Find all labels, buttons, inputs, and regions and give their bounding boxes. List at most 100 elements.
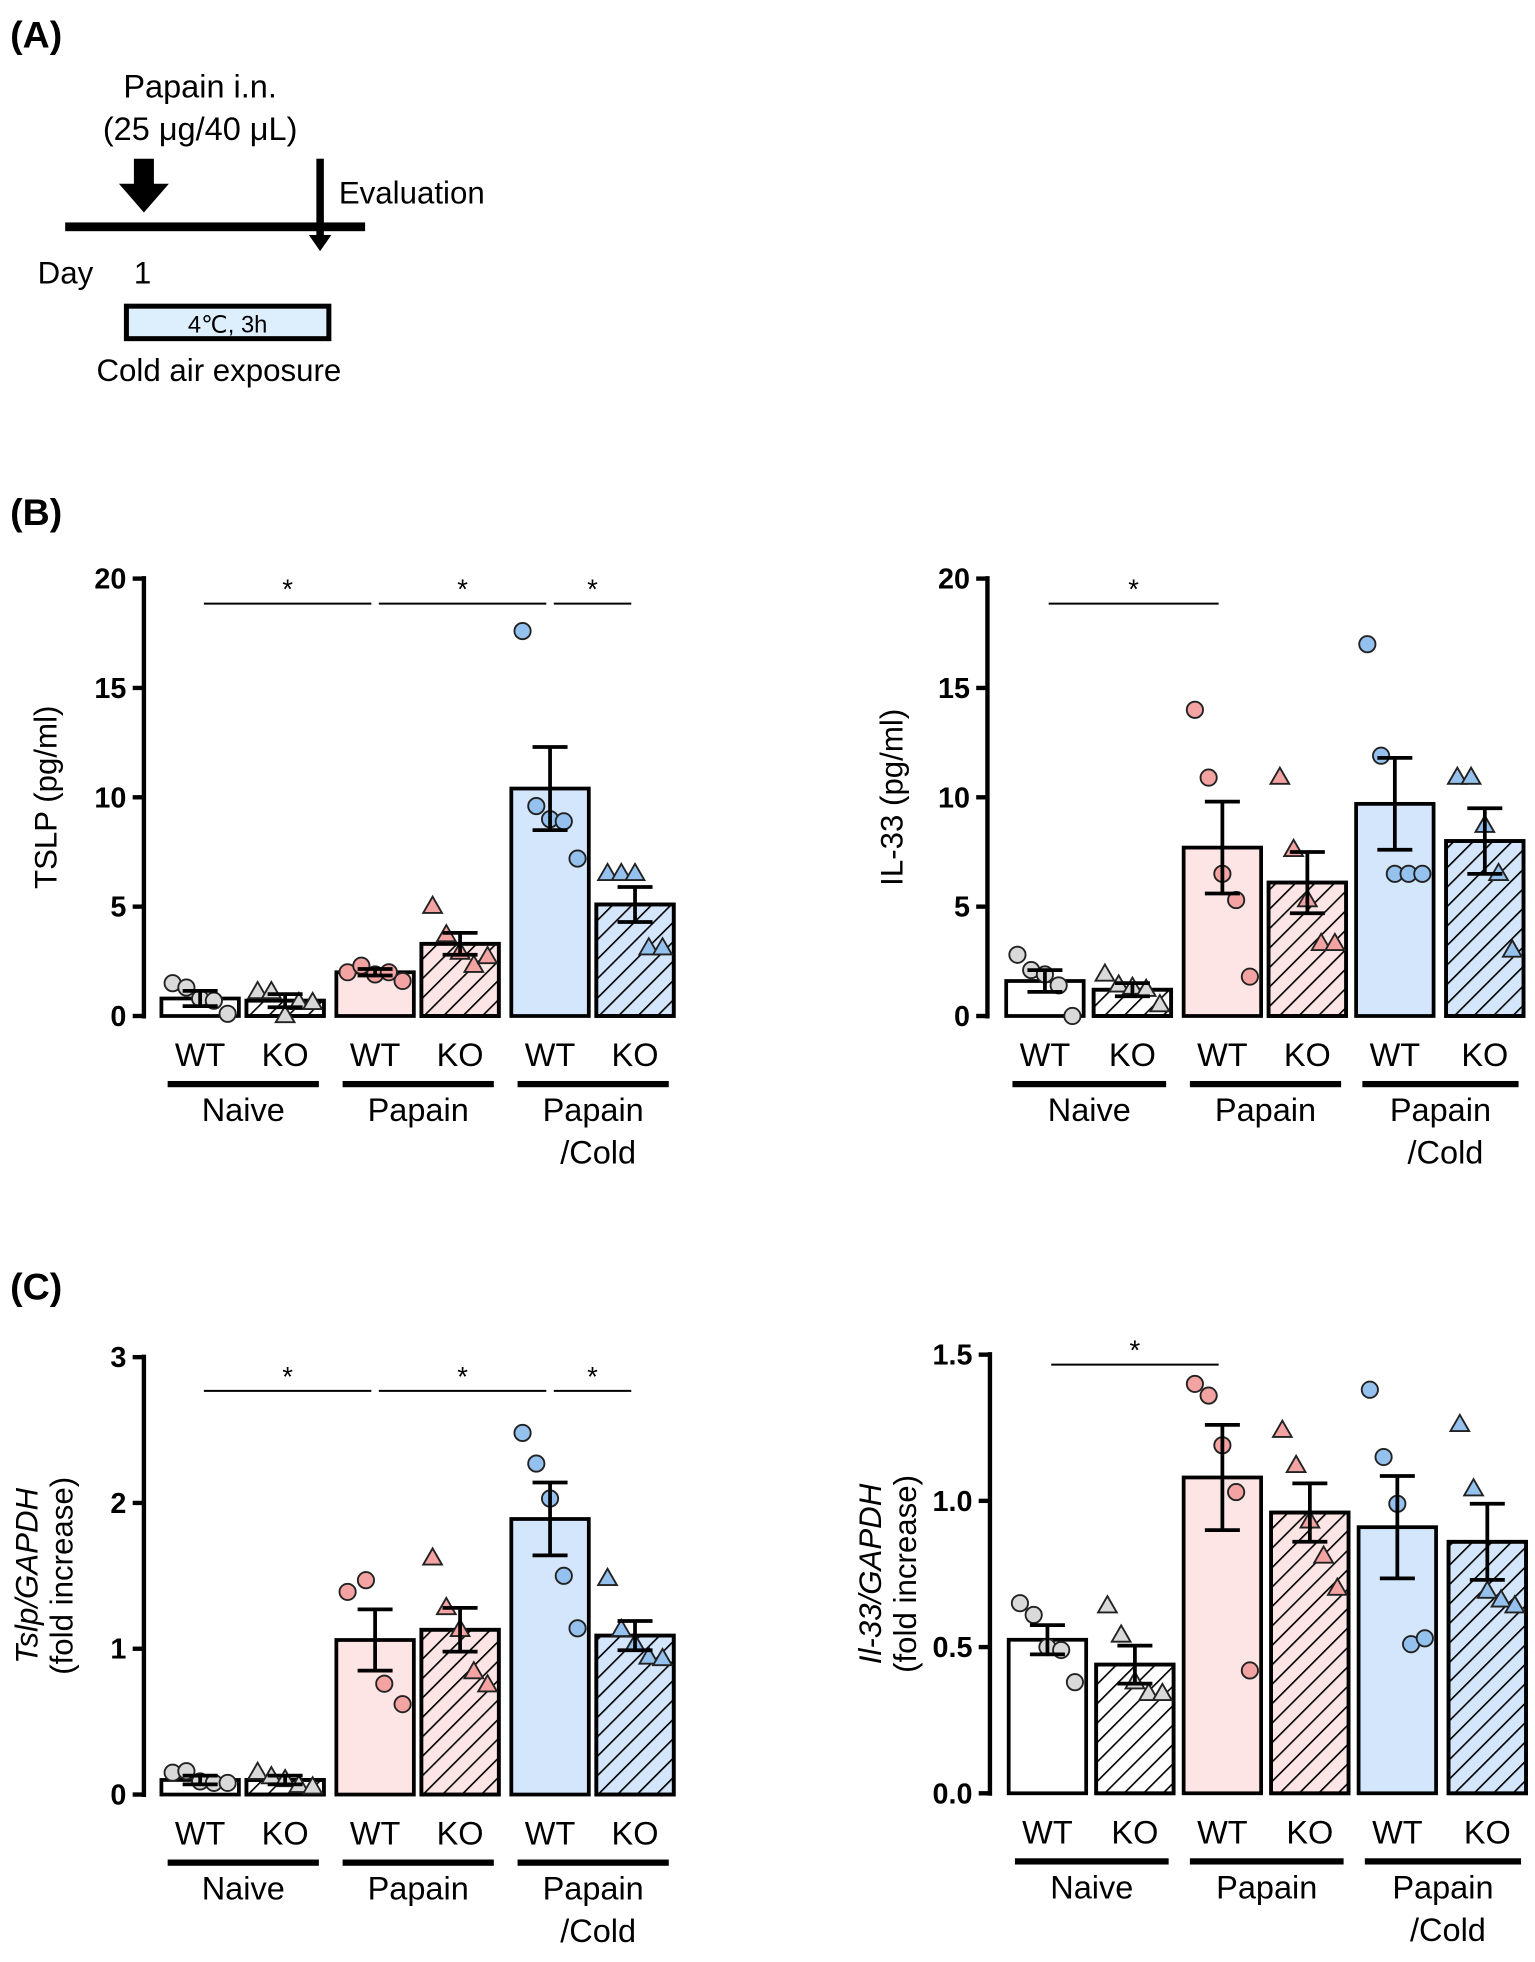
x-tick-label: WT	[175, 1037, 226, 1073]
day-label: Day	[38, 256, 94, 291]
significance-star: *	[587, 574, 598, 605]
bar-hatch	[419, 1627, 501, 1797]
y-axis-label: Tslp/GAPDH	[10, 1487, 45, 1663]
data-point	[527, 1454, 546, 1473]
y-tick-label: 0	[954, 1001, 970, 1033]
data-point	[1310, 931, 1333, 952]
significance-star: *	[1130, 1335, 1141, 1366]
data-point	[338, 1582, 357, 1601]
data-point	[1093, 962, 1116, 982]
data-point	[246, 1760, 269, 1780]
panel-a-label: (A)	[10, 13, 62, 55]
significance-star: *	[282, 1361, 293, 1392]
group-label: Papain	[543, 1871, 644, 1907]
x-tick-label: KO	[437, 1816, 484, 1852]
data-point	[1227, 1483, 1246, 1502]
data-point	[651, 1647, 674, 1667]
y-tick-label: 10	[94, 782, 126, 814]
y-axis-label-unit: (fold increase)	[888, 1475, 923, 1673]
x-tick-label: KO	[612, 1037, 659, 1073]
group-label: Naive	[202, 1871, 285, 1907]
y-tick-label: 10	[938, 782, 970, 814]
x-tick-label: WT	[350, 1037, 401, 1073]
data-point	[393, 1695, 412, 1714]
group-underline	[1012, 1080, 1167, 1088]
data-point	[421, 1546, 444, 1566]
data-point	[1285, 1453, 1308, 1473]
data-point	[554, 1566, 573, 1585]
x-tick-label: KO	[612, 1816, 659, 1852]
x-tick-label: KO	[262, 1816, 309, 1852]
data-point	[1501, 938, 1524, 958]
y-tick-label: 15	[94, 673, 126, 705]
y-axis-label: Il-33/GAPDH	[853, 1483, 888, 1664]
x-tick-label: WT	[1197, 1814, 1248, 1850]
data-point	[1010, 1594, 1029, 1613]
group-underline	[517, 1080, 669, 1088]
data-point	[1448, 1412, 1471, 1433]
data-point	[462, 1660, 485, 1680]
cold-exposure-box	[123, 303, 332, 342]
treatment-arrow-icon	[118, 158, 169, 213]
group-label: Papain	[1215, 1092, 1316, 1128]
y-tick-label: 1	[110, 1634, 126, 1666]
bar-hatch	[1269, 1510, 1351, 1796]
data-point	[1199, 768, 1218, 787]
data-point	[1360, 1380, 1379, 1399]
significance-star: *	[587, 1361, 598, 1392]
data-point	[513, 1423, 532, 1443]
y-tick-label: 5	[954, 892, 970, 924]
x-tick-label: WT	[1020, 1037, 1071, 1073]
data-point	[1503, 1594, 1526, 1614]
data-point	[610, 1617, 633, 1637]
data-point	[393, 971, 412, 991]
data-point	[1110, 1623, 1133, 1643]
group-underline	[167, 1859, 319, 1866]
data-point	[596, 861, 619, 882]
x-tick-label: KO	[1109, 1037, 1156, 1073]
data-point	[1374, 1447, 1393, 1467]
x-tick-label: WT	[175, 1816, 226, 1852]
y-tick-label: 2	[110, 1488, 126, 1520]
x-tick-label: WT	[1197, 1037, 1248, 1073]
panel-a: (A) Papain i.n. (25 μg/40 μL) Evaluation…	[10, 13, 485, 388]
significance-star: *	[1128, 574, 1139, 605]
data-point	[246, 980, 269, 1000]
group-label: Papain	[368, 1092, 469, 1128]
bar-wt-5	[509, 1517, 591, 1797]
x-tick-label: KO	[1286, 1814, 1333, 1850]
group-underline	[517, 1859, 669, 1866]
data-point	[1326, 1576, 1349, 1596]
data-point	[1268, 765, 1291, 785]
data-point	[568, 1619, 587, 1638]
group-underline	[342, 1080, 494, 1088]
evaluation-label: Evaluation	[339, 176, 485, 211]
group-underline	[1364, 1858, 1522, 1865]
panel-c-label: (C)	[10, 1266, 62, 1308]
data-point	[375, 1674, 394, 1693]
treatment-label: Papain i.n.	[123, 68, 277, 104]
data-point	[1323, 931, 1346, 952]
x-tick-label: KO	[1111, 1814, 1158, 1850]
data-point	[1358, 635, 1377, 654]
timeline	[65, 222, 366, 232]
data-point	[274, 1004, 297, 1024]
group-label: Papain	[1392, 1869, 1493, 1905]
data-point	[624, 861, 647, 882]
group-label: /Cold	[1408, 1134, 1484, 1170]
y-tick-label: 1.5	[932, 1340, 972, 1372]
data-point	[610, 861, 633, 882]
x-tick-label: KO	[1284, 1037, 1331, 1073]
chart-2: 0 5 10 15 20 IL-33 (pg/ml) WT KO WT KO WT KO Naive Pa…	[874, 564, 1526, 1170]
data-point	[1199, 1386, 1218, 1405]
x-tick-label: WT	[525, 1816, 576, 1852]
data-point	[1460, 765, 1483, 785]
y-tick-label: 0	[110, 1001, 126, 1033]
group-label: Papain	[1216, 1869, 1317, 1905]
data-point	[218, 1773, 237, 1792]
data-point	[1240, 967, 1259, 986]
chart-4: 0.0 0.5 1.0 1.5 Il-33/GAPDH (fold increase) WT…	[853, 1335, 1528, 1948]
group-label: /Cold	[560, 1134, 636, 1170]
group-label: /Cold	[560, 1913, 636, 1949]
